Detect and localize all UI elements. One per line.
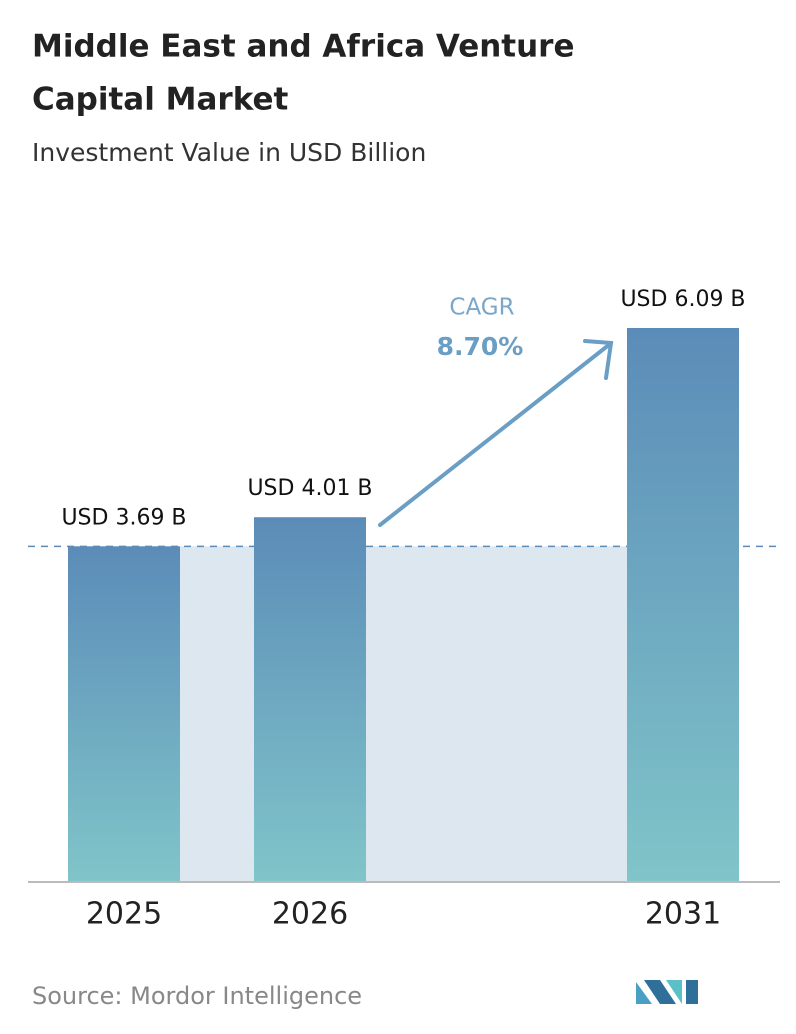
arrow-head — [583, 339, 614, 380]
bar — [68, 546, 180, 882]
cagr-label: CAGR — [449, 295, 514, 321]
x-tick-label: 2025 — [86, 897, 162, 932]
cagr-value: 8.70% — [437, 332, 524, 361]
logo-part — [686, 980, 698, 1004]
chart-subtitle: Investment Value in USD Billion — [32, 138, 426, 167]
logo-part — [636, 982, 652, 1004]
x-tick-label: 2031 — [645, 897, 721, 932]
source: Source: Mordor Intelligence — [32, 982, 362, 1010]
bar — [627, 328, 739, 882]
bar — [254, 517, 366, 882]
chart-title: Capital Market — [32, 82, 289, 118]
logo — [636, 980, 698, 1004]
arrow-line — [378, 342, 612, 527]
logo-part — [644, 980, 676, 1004]
x-tick-label: 2026 — [272, 897, 348, 932]
value-label: USD 6.09 B — [620, 287, 745, 312]
arrow — [378, 339, 614, 527]
logo-part — [666, 980, 682, 1004]
chart-title: Middle East and Africa Venture — [32, 29, 575, 65]
value-label: USD 3.69 B — [61, 505, 186, 530]
value-label: USD 4.01 B — [247, 476, 372, 501]
